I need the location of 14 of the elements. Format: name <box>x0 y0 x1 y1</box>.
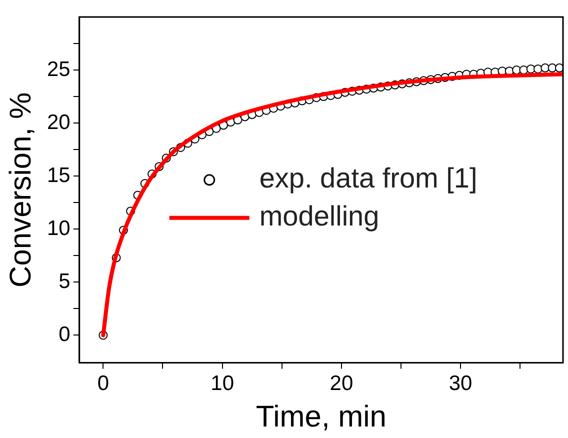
x-tick-label: 30 <box>448 372 472 396</box>
y-tick-label: 10 <box>47 216 70 240</box>
y-tick-label: 0 <box>58 323 70 346</box>
x-axis-title: Time, min <box>256 400 386 434</box>
y-axis-title: Conversion, % <box>4 92 38 288</box>
legend-label: exp. data from [1] <box>259 162 478 194</box>
x-tick-label: 0 <box>97 372 110 396</box>
x-tick-label: 20 <box>330 372 354 396</box>
y-tick-label: 5 <box>58 270 70 293</box>
y-tick-label: 20 <box>47 110 70 134</box>
y-tick-label: 25 <box>47 58 70 81</box>
y-tick-label: 15 <box>47 164 70 187</box>
x-tick-label: 10 <box>210 372 234 396</box>
legend-label: modelling <box>259 200 380 232</box>
